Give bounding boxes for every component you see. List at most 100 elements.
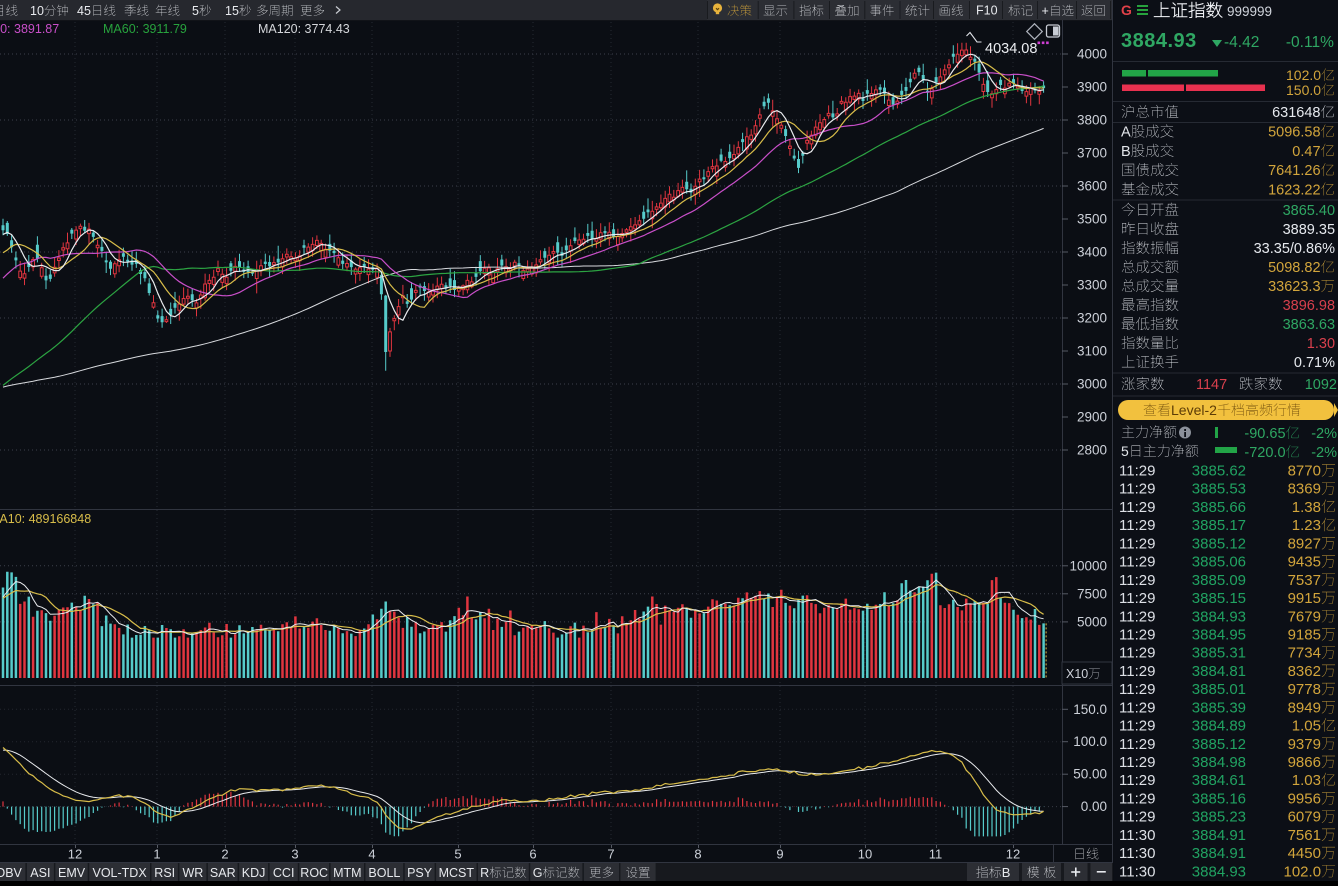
svg-text:11:29: 11:29 — [1119, 535, 1155, 552]
svg-text:-0.11%: -0.11% — [1286, 34, 1334, 51]
svg-text:11:29: 11:29 — [1119, 572, 1155, 589]
svg-text:-90.65: -90.65 — [1244, 426, 1285, 442]
svg-text:B: B — [1002, 865, 1011, 880]
svg-text:5: 5 — [1121, 443, 1129, 459]
svg-text:11:29: 11:29 — [1119, 754, 1155, 771]
svg-text:9866: 9866 — [1288, 754, 1321, 771]
svg-text:10: 10 — [30, 4, 44, 18]
svg-text:-2%: -2% — [1311, 426, 1337, 442]
svg-text:11:29: 11:29 — [1119, 791, 1155, 808]
svg-text:3884.81: 3884.81 — [1192, 663, 1246, 680]
svg-text:B: B — [1121, 144, 1131, 160]
svg-text:0.00: 0.00 — [1081, 799, 1107, 814]
svg-text:11: 11 — [929, 847, 943, 862]
svg-text:X10: X10 — [1066, 667, 1088, 681]
svg-text:6: 6 — [529, 847, 536, 862]
svg-text:3885.66: 3885.66 — [1192, 499, 1246, 516]
svg-text:7641.26: 7641.26 — [1268, 163, 1320, 179]
svg-text:5098.82: 5098.82 — [1268, 260, 1320, 276]
svg-text:5: 5 — [192, 4, 199, 18]
svg-text:102.0: 102.0 — [1286, 67, 1321, 83]
svg-text:-2%: -2% — [1311, 445, 1337, 461]
svg-text:33.35/0.86%: 33.35/0.86% — [1254, 241, 1336, 257]
svg-text:2: 2 — [221, 847, 228, 862]
svg-text:OBV: OBV — [0, 866, 23, 880]
svg-text:102.0: 102.0 — [1284, 863, 1322, 880]
svg-text:9778: 9778 — [1288, 681, 1321, 698]
svg-text:ROC: ROC — [300, 866, 328, 880]
svg-text:5: 5 — [454, 847, 461, 862]
svg-text:3885.01: 3885.01 — [1192, 681, 1246, 698]
svg-text:11:29: 11:29 — [1119, 809, 1155, 826]
svg-text:11:29: 11:29 — [1119, 463, 1155, 480]
svg-text:12: 12 — [68, 847, 82, 862]
svg-text:2800: 2800 — [1077, 443, 1107, 458]
svg-text:9956: 9956 — [1288, 791, 1321, 808]
svg-text:3885.39: 3885.39 — [1192, 699, 1246, 716]
svg-text:3300: 3300 — [1077, 278, 1107, 293]
svg-text:8927: 8927 — [1288, 535, 1321, 552]
svg-text:0.47: 0.47 — [1292, 144, 1320, 160]
svg-text:11:29: 11:29 — [1119, 608, 1155, 625]
svg-text:MA20: 3891.87: MA20: 3891.87 — [0, 22, 59, 36]
svg-text:VOL-TDX: VOL-TDX — [93, 866, 148, 880]
svg-text:11:29: 11:29 — [1119, 627, 1155, 644]
svg-text:3889.35: 3889.35 — [1283, 222, 1335, 238]
svg-text:3884.91: 3884.91 — [1192, 845, 1246, 862]
svg-text:3896.98: 3896.98 — [1283, 298, 1335, 314]
svg-text:CCI: CCI — [273, 866, 295, 880]
svg-text:11:29: 11:29 — [1119, 554, 1155, 571]
svg-text:11:30: 11:30 — [1119, 845, 1155, 862]
svg-text:3884.89: 3884.89 — [1192, 718, 1246, 735]
svg-text:3800: 3800 — [1077, 113, 1107, 128]
svg-text:3884.95: 3884.95 — [1192, 627, 1246, 644]
svg-text:BOLL: BOLL — [368, 866, 400, 880]
svg-text:1.30: 1.30 — [1307, 336, 1335, 352]
svg-text:MA10: 489166848: MA10: 489166848 — [0, 512, 91, 526]
svg-text:RSI: RSI — [154, 866, 175, 880]
svg-text:4450: 4450 — [1288, 845, 1321, 862]
svg-text:100.0: 100.0 — [1073, 734, 1107, 749]
svg-text:7734: 7734 — [1288, 645, 1321, 662]
svg-text:11:29: 11:29 — [1119, 681, 1155, 698]
svg-text:11:29: 11:29 — [1119, 718, 1155, 735]
svg-text:5000: 5000 — [1077, 614, 1107, 629]
svg-text:150.0: 150.0 — [1073, 702, 1107, 717]
svg-text:7500: 7500 — [1077, 586, 1107, 601]
svg-text:4000: 4000 — [1077, 47, 1107, 62]
svg-text:11:29: 11:29 — [1119, 481, 1155, 498]
svg-text:3884.93: 3884.93 — [1192, 608, 1246, 625]
svg-text:50.00: 50.00 — [1073, 767, 1107, 782]
svg-text:3885.23: 3885.23 — [1192, 809, 1246, 826]
svg-text:11:29: 11:29 — [1119, 499, 1155, 516]
svg-text:ASI: ASI — [30, 866, 50, 880]
svg-text:G: G — [1121, 2, 1132, 18]
svg-text:10000: 10000 — [1070, 558, 1108, 573]
svg-text:3200: 3200 — [1077, 311, 1107, 326]
svg-text:45: 45 — [77, 4, 91, 18]
svg-text:8: 8 — [694, 847, 701, 862]
svg-text:3885.06: 3885.06 — [1192, 554, 1246, 571]
svg-text:PSY: PSY — [407, 866, 433, 880]
svg-text:11:29: 11:29 — [1119, 699, 1155, 716]
svg-text:11:29: 11:29 — [1119, 736, 1155, 753]
svg-text:MA120: 3774.43: MA120: 3774.43 — [258, 22, 350, 36]
svg-text:1: 1 — [153, 847, 160, 862]
svg-text:11:30: 11:30 — [1119, 863, 1155, 880]
svg-text:3865.40: 3865.40 — [1283, 203, 1335, 219]
svg-text:1092: 1092 — [1305, 377, 1337, 393]
svg-text:3885.62: 3885.62 — [1192, 463, 1246, 480]
svg-text:3400: 3400 — [1077, 245, 1107, 260]
svg-text:3884.93: 3884.93 — [1121, 30, 1197, 52]
svg-text:1.23: 1.23 — [1292, 517, 1321, 534]
svg-text:3885.17: 3885.17 — [1192, 517, 1246, 534]
svg-text:3885.31: 3885.31 — [1192, 645, 1246, 662]
svg-text:9915: 9915 — [1288, 590, 1321, 607]
svg-text:Level-2: Level-2 — [1171, 402, 1217, 418]
svg-text:11:29: 11:29 — [1119, 772, 1155, 789]
svg-text:11:29: 11:29 — [1119, 590, 1155, 607]
svg-text:8949: 8949 — [1288, 699, 1321, 716]
svg-text:G: G — [533, 866, 543, 880]
svg-text:MCST: MCST — [439, 866, 475, 880]
svg-text:3000: 3000 — [1077, 377, 1107, 392]
